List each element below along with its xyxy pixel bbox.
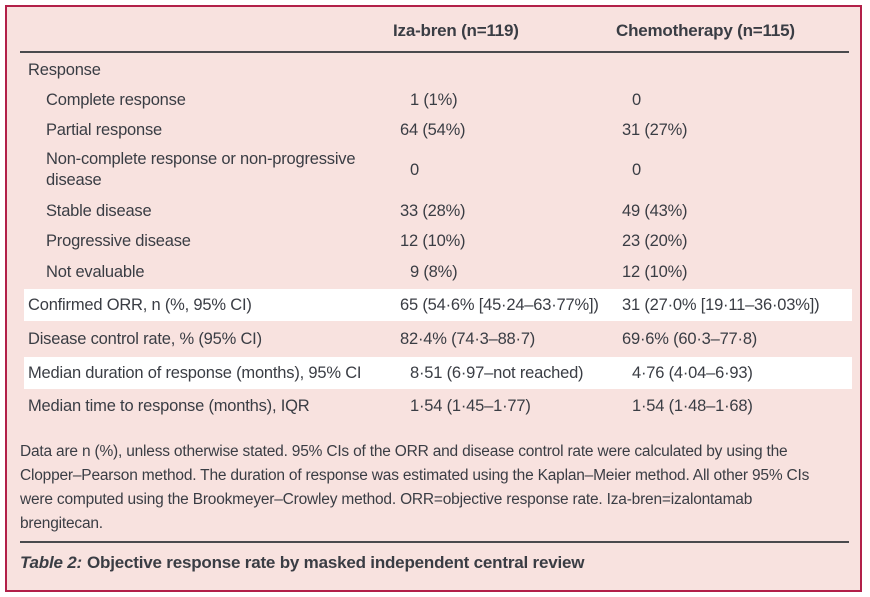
table-caption-number: Table 2:	[20, 553, 83, 572]
row-label: Median time to response (months), IQR	[28, 396, 310, 415]
row-label: Partial response	[46, 120, 163, 139]
table-caption-title: Objective response rate by masked indepe…	[87, 553, 585, 572]
row-label: Response	[28, 60, 101, 79]
chemotherapy-value: 1·54 (1·48–1·68)	[632, 396, 753, 415]
row-label: Non-complete response or non-progressive…	[46, 150, 356, 189]
row-label: Median duration of response (months), 95…	[28, 363, 362, 382]
iza-bren-value: 33 (28%)	[400, 201, 466, 220]
iza-bren-value: 1·54 (1·45–1·77)	[410, 396, 531, 415]
row-label: Complete response	[46, 90, 186, 109]
iza-bren-value: 82·4% (74·3–88·7)	[400, 329, 536, 348]
table-row: Non-complete response or non-progressive…	[7, 145, 860, 196]
chemotherapy-value: 4·76 (4·04–6·93)	[632, 363, 753, 382]
table-row: Progressive disease 12 (10%) 23 (20%)	[7, 226, 860, 256]
table-row-highlighted: Confirmed ORR, n (%, 95% CI) 65 (54·6% […	[7, 288, 860, 322]
column-header-iza-bren: Iza-bren (n=119)	[393, 21, 519, 40]
table-row: Disease control rate, % (95% CI) 82·4% (…	[7, 322, 860, 356]
table-body: Response Complete response 1 (1%) 0 Part…	[7, 53, 860, 422]
iza-bren-value: 0	[410, 160, 419, 179]
chemotherapy-value: 49 (43%)	[622, 201, 688, 220]
iza-bren-value: 1 (1%)	[410, 90, 458, 109]
header-rule	[20, 51, 849, 53]
table-row: Partial response 64 (54%) 31 (27%)	[7, 115, 860, 145]
chemotherapy-value: 12 (10%)	[622, 262, 688, 281]
iza-bren-value: 8·51 (6·97–not reached)	[410, 363, 584, 382]
chemotherapy-value: 0	[632, 90, 641, 109]
table-row: Stable disease 33 (28%) 49 (43%)	[7, 196, 860, 226]
iza-bren-value: 65 (54·6% [45·24–63·77%])	[400, 295, 599, 314]
row-label: Confirmed ORR, n (%, 95% CI)	[28, 295, 252, 314]
row-label: Progressive disease	[46, 231, 191, 250]
table-row: Complete response 1 (1%) 0	[7, 85, 860, 115]
caption-rule	[20, 541, 849, 543]
table-header-row: Iza-bren (n=119) Chemotherapy (n=115)	[7, 7, 860, 51]
column-header-chemotherapy: Chemotherapy (n=115)	[616, 21, 795, 40]
table-row: Median time to response (months), IQR 1·…	[7, 390, 860, 422]
iza-bren-value: 12 (10%)	[400, 231, 466, 250]
table-row: Response	[7, 55, 860, 85]
iza-bren-value: 64 (54%)	[400, 120, 466, 139]
chemotherapy-value: 31 (27·0% [19·11–36·03%])	[622, 295, 820, 314]
row-label: Not evaluable	[46, 262, 145, 281]
table-row-highlighted: Median duration of response (months), 95…	[7, 356, 860, 390]
row-label: Stable disease	[46, 201, 152, 220]
chemotherapy-value: 31 (27%)	[622, 120, 688, 139]
chemotherapy-value: 0	[632, 160, 641, 179]
chemotherapy-value: 23 (20%)	[622, 231, 688, 250]
table-row: Not evaluable 9 (8%) 12 (10%)	[7, 256, 860, 288]
iza-bren-value: 9 (8%)	[410, 262, 458, 281]
chemotherapy-value: 69·6% (60·3–77·8)	[622, 329, 758, 348]
table-footnote: Data are n (%), unless otherwise stated.…	[20, 443, 810, 532]
table-caption: Table 2: Objective response rate by maske…	[20, 552, 847, 574]
table-2-card: Iza-bren (n=119) Chemotherapy (n=115) Re…	[5, 5, 862, 592]
row-label: Disease control rate, % (95% CI)	[28, 329, 262, 348]
